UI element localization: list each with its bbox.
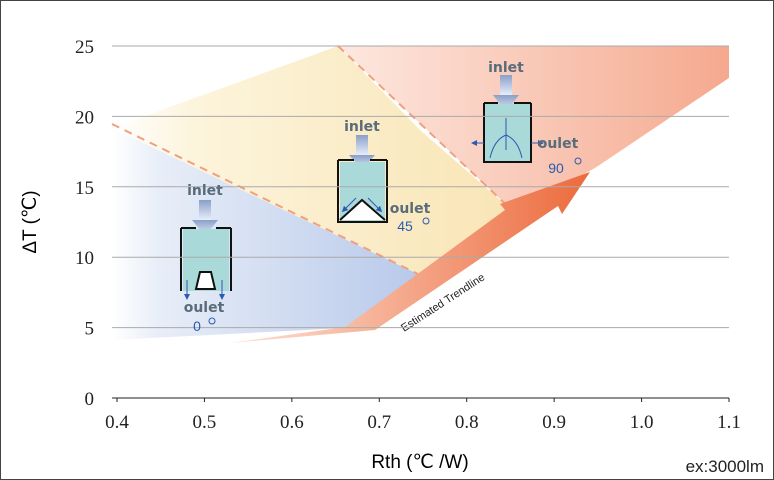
angle-label: 45 [397,218,413,234]
inlet-label: inlet [488,60,524,76]
inlet-label: inlet [187,183,223,199]
note: ex:3000lm [686,457,764,476]
inlet-label: inlet [344,119,380,135]
x-tick-label: 0.8 [455,412,479,433]
x-tick-label: 0.6 [280,412,304,433]
x-tick-label: 0.7 [367,412,391,433]
outlet-label: oulet [538,136,579,152]
y-tick-label: 10 [75,248,94,269]
device-icons [180,75,582,325]
y-tick-label: 0 [85,389,95,410]
outlet-label: oulet [390,201,431,217]
x-tick-label: 0.5 [193,412,217,433]
y-tick-label: 5 [85,319,95,340]
x-tick-label: 1.0 [630,412,654,433]
x-tick-label: 0.4 [105,412,129,433]
x-tick-label: 1.1 [717,412,741,433]
y-tick-label: 15 [75,178,94,199]
outlet-label: oulet [184,300,225,316]
x-axis-label: Rth (℃ /W) [371,452,468,473]
y-tick-label: 20 [75,107,94,128]
angle-label: 90 [548,160,564,176]
y-axis-label: ΔT (℃) [20,190,41,253]
x-tick-label: 0.9 [542,412,566,433]
y-tick-label: 25 [75,37,94,58]
angle-label: 0 [193,318,201,334]
